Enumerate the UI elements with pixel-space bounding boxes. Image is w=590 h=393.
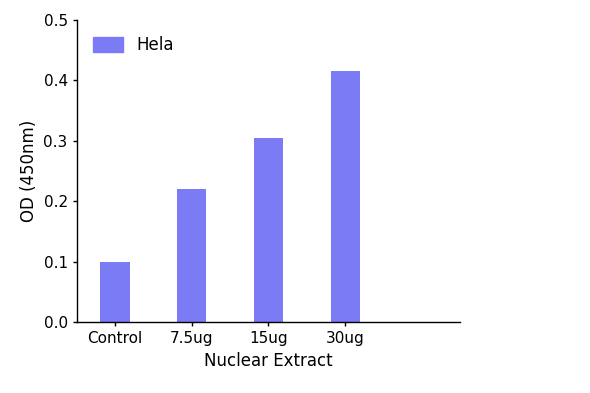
Y-axis label: OD (450nm): OD (450nm) bbox=[20, 120, 38, 222]
Bar bbox=[100, 262, 130, 322]
Bar bbox=[254, 138, 283, 322]
Bar bbox=[330, 71, 360, 322]
Legend: Hela: Hela bbox=[85, 28, 182, 62]
X-axis label: Nuclear Extract: Nuclear Extract bbox=[204, 352, 333, 370]
Bar bbox=[177, 189, 206, 322]
